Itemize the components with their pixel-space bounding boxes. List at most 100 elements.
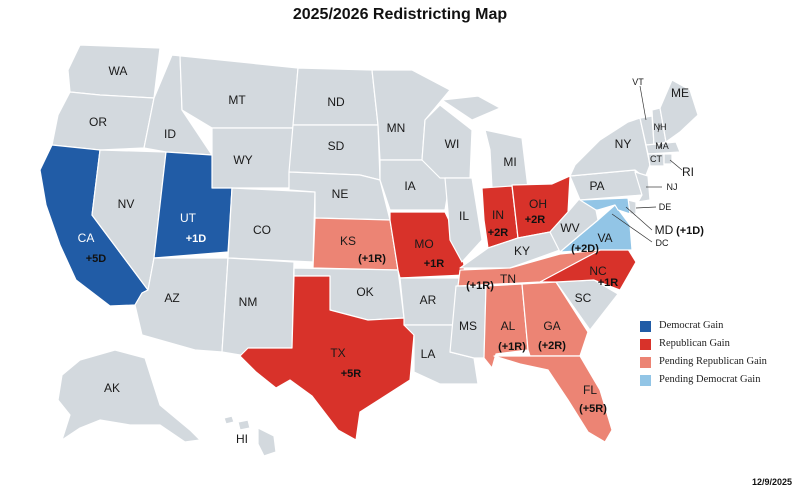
state-MD[interactable] (579, 197, 631, 215)
label-CT: CT (650, 154, 662, 164)
change-TN: (+1R) (466, 280, 494, 292)
state-MT[interactable] (171, 54, 299, 129)
label-VA: VA (597, 231, 612, 245)
label-CA: CA (78, 231, 95, 245)
state-CO[interactable] (227, 187, 316, 263)
label-OR: OR (89, 115, 107, 129)
legend-item-pending-republican-gain: Pending Republican Gain (640, 356, 800, 368)
state-HI-island2[interactable] (237, 419, 251, 431)
state-NM[interactable] (221, 257, 295, 357)
label-TX: TX (330, 346, 345, 360)
label-MA: MA (655, 141, 669, 151)
label-FL: FL (583, 383, 597, 397)
label-AR: AR (420, 293, 437, 307)
state-HI-island3[interactable] (223, 415, 235, 425)
change-NC: +1R (598, 277, 619, 289)
label-RI: RI (682, 165, 694, 179)
label-NM: NM (239, 295, 258, 309)
legend: Democrat Gain Republican Gain Pending Re… (640, 320, 800, 392)
change-FL: (+5R) (579, 403, 607, 415)
state-CT[interactable] (647, 153, 665, 167)
label-TN: TN (500, 272, 516, 286)
label-NE: NE (332, 187, 349, 201)
state-IL[interactable] (444, 177, 483, 263)
change-KS: (+1R) (358, 253, 386, 265)
label-IL: IL (459, 209, 469, 223)
state-AK[interactable] (57, 349, 201, 443)
label-NC: NC (589, 264, 607, 278)
change-OH: +2R (525, 214, 546, 226)
label-SC: SC (575, 291, 592, 305)
label-GA: GA (543, 319, 560, 333)
label-HI: HI (236, 432, 248, 446)
label-AZ: AZ (164, 291, 179, 305)
change-IN: +2R (488, 227, 509, 239)
state-FL[interactable] (493, 355, 613, 443)
leader-MA (659, 143, 663, 149)
leader-VT (639, 85, 647, 121)
label-NJ: NJ (667, 182, 678, 192)
state-MI-UP[interactable] (441, 95, 501, 121)
legend-swatch (640, 357, 651, 368)
label-MI: MI (503, 155, 516, 169)
state-OR[interactable] (51, 91, 155, 151)
state-RI[interactable] (663, 153, 673, 165)
label-SD: SD (328, 139, 345, 153)
label-CO: CO (253, 223, 271, 237)
label-WV: WV (560, 221, 579, 235)
legend-label: Pending Republican Gain (659, 356, 767, 367)
legend-swatch (640, 375, 651, 386)
label-AL: AL (501, 319, 516, 333)
change-TX: +5R (341, 368, 362, 380)
label-MO: MO (414, 237, 433, 251)
legend-swatch (640, 321, 651, 332)
label-MN: MN (387, 121, 406, 135)
legend-label: Pending Democrat Gain (659, 374, 761, 385)
label-KS: KS (340, 234, 356, 248)
state-HI[interactable] (257, 427, 277, 457)
change-UT: +1D (186, 233, 207, 245)
label-AK: AK (104, 381, 120, 395)
leader-NH (657, 124, 661, 133)
label-ME: ME (671, 86, 689, 100)
state-ME[interactable] (659, 79, 699, 143)
legend-swatch (640, 339, 651, 350)
legend-label: Democrat Gain (659, 320, 724, 331)
state-WV[interactable] (549, 197, 599, 253)
change-MD: (+1D) (676, 225, 704, 237)
label-IN: IN (492, 208, 504, 222)
label-VT: VT (632, 77, 644, 87)
label-OK: OK (356, 285, 373, 299)
change-MO: +1R (424, 258, 445, 270)
label-MS: MS (459, 319, 477, 333)
label-IA: IA (404, 179, 415, 193)
change-CA: +5D (86, 253, 107, 265)
label-KY: KY (514, 244, 530, 258)
state-MS[interactable] (449, 285, 487, 359)
change-GA: (+2R) (538, 340, 566, 352)
date-stamp: 12/9/2025 (751, 477, 792, 487)
label-MT: MT (228, 93, 246, 107)
label-LA: LA (421, 347, 436, 361)
label-WA: WA (109, 64, 128, 78)
leader-RI (669, 159, 683, 171)
state-MA[interactable] (645, 141, 681, 155)
change-AL: (+1R) (498, 341, 526, 353)
label-OH: OH (529, 197, 547, 211)
state-TX[interactable] (239, 275, 415, 441)
leader-DE (635, 206, 657, 209)
legend-item-republican-gain: Republican Gain (640, 338, 800, 350)
legend-item-democrat-gain: Democrat Gain (640, 320, 800, 332)
label-NY: NY (615, 137, 632, 151)
label-MD: MD (655, 223, 674, 237)
map-title: 2025/2026 Redistricting Map (292, 6, 508, 23)
label-NV: NV (118, 197, 135, 211)
label-PA: PA (589, 179, 604, 193)
label-WY: WY (233, 153, 252, 167)
state-NY[interactable] (569, 117, 651, 179)
change-VA: (+2D) (571, 243, 599, 255)
state-NJ[interactable] (634, 171, 651, 203)
label-DC: DC (656, 238, 669, 248)
label-DE: DE (659, 202, 672, 212)
